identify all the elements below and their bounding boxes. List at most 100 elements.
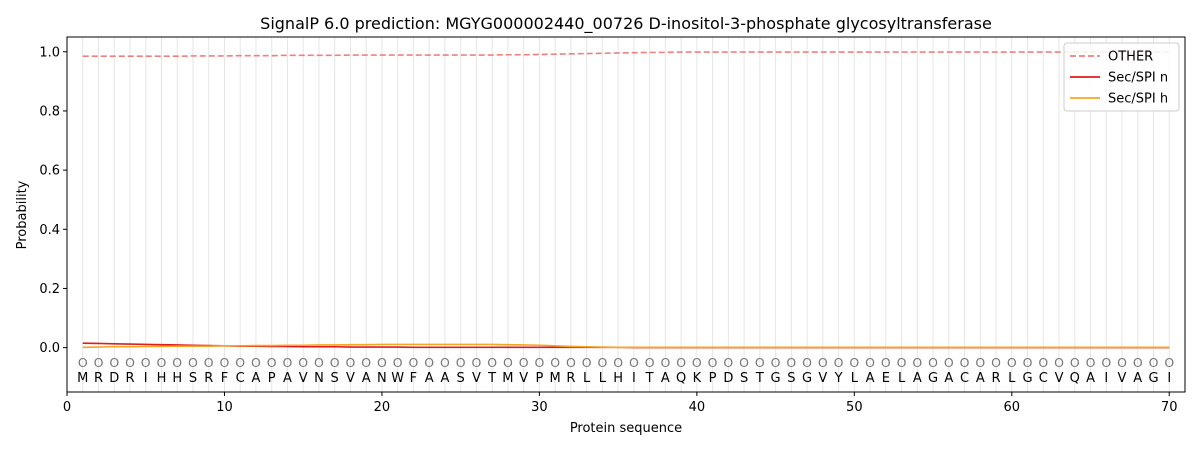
residue-label-44: T (755, 371, 764, 386)
residue-label-69: G (1148, 371, 1158, 386)
state-label-6: O (157, 355, 167, 370)
state-label-47: O (802, 355, 812, 370)
state-label-60: O (1007, 355, 1017, 370)
residue-label-16: N (314, 371, 324, 386)
state-label-8: O (188, 355, 198, 370)
x-axis-title: Protein sequence (570, 421, 682, 436)
state-label-38: O (660, 355, 670, 370)
state-label-11: O (235, 355, 245, 370)
residue-label-56: A (944, 371, 953, 386)
residue-label-46: S (787, 371, 795, 386)
residue-label-15: V (299, 371, 308, 386)
x-tick-label-20: 20 (374, 400, 391, 415)
state-label-51: O (865, 355, 875, 370)
residue-label-67: V (1118, 371, 1127, 386)
state-label-5: O (141, 355, 151, 370)
state-label-53: O (897, 355, 907, 370)
y-axis-title: Probability (15, 180, 30, 249)
residue-label-2: R (94, 371, 103, 386)
residue-label-38: A (661, 371, 670, 386)
state-label-12: O (251, 355, 261, 370)
state-label-9: O (204, 355, 214, 370)
state-label-25: O (456, 355, 466, 370)
state-label-46: O (786, 355, 796, 370)
state-label-42: O (723, 355, 733, 370)
state-label-28: O (503, 355, 513, 370)
residue-label-11: C (236, 371, 245, 386)
residue-label-36: I (632, 371, 636, 386)
residue-label-37: T (645, 371, 654, 386)
state-label-19: O (361, 355, 371, 370)
y-tick-label-1.0: 1.0 (39, 45, 60, 60)
legend-label-sec-spi-h: Sec/SPI h (1108, 92, 1168, 107)
x-tick-label-40: 40 (689, 400, 706, 415)
residue-label-51: A (866, 371, 875, 386)
state-label-57: O (960, 355, 970, 370)
residue-label-61: G (1022, 371, 1032, 386)
residue-grid (82, 37, 1170, 392)
state-label-40: O (692, 355, 702, 370)
state-label-52: O (881, 355, 891, 370)
residue-label-23: A (425, 371, 434, 386)
state-label-33: O (582, 355, 592, 370)
residue-label-57: C (960, 371, 969, 386)
x-tick-label-50: 50 (846, 400, 863, 415)
state-label-29: O (519, 355, 529, 370)
residue-label-12: A (252, 371, 261, 386)
chart-title: SignalP 6.0 prediction: MGYG000002440_00… (260, 14, 992, 34)
plot-lines (82, 51, 1170, 349)
residue-label-43: S (740, 371, 748, 386)
state-label-23: O (424, 355, 434, 370)
state-label-36: O (629, 355, 639, 370)
residue-label-32: R (566, 371, 575, 386)
state-label-22: O (409, 355, 419, 370)
residue-label-3: D (109, 371, 119, 386)
state-label-68: O (1133, 355, 1143, 370)
residue-label-18: V (346, 371, 355, 386)
residue-label-22: F (410, 371, 417, 386)
state-label-50: O (849, 355, 859, 370)
residue-label-55: G (928, 371, 938, 386)
residue-label-62: C (1039, 371, 1048, 386)
state-label-21: O (393, 355, 403, 370)
state-label-61: O (1023, 355, 1033, 370)
series-line-other (82, 51, 1170, 58)
state-label-58: O (975, 355, 985, 370)
state-label-24: O (440, 355, 450, 370)
residue-label-40: K (693, 371, 702, 386)
state-label-41: O (708, 355, 718, 370)
residue-label-39: Q (676, 371, 686, 386)
state-label-26: O (471, 355, 481, 370)
state-label-48: O (818, 355, 828, 370)
residue-label-41: P (709, 371, 717, 386)
residue-label-29: V (519, 371, 528, 386)
residue-label-34: L (599, 371, 607, 386)
state-label-2: O (94, 355, 104, 370)
state-label-65: O (1086, 355, 1096, 370)
series-line-sec-spi-h (82, 343, 1170, 349)
residue-label-53: L (898, 371, 906, 386)
residue-label-35: H (613, 371, 623, 386)
residue-label-13: P (268, 371, 276, 386)
residue-label-63: V (1055, 371, 1064, 386)
y-tick-label-0.0: 0.0 (39, 341, 60, 356)
residue-label-7: H (172, 371, 182, 386)
state-label-67: O (1117, 355, 1127, 370)
state-label-15: O (298, 355, 308, 370)
residue-label-6: H (157, 371, 167, 386)
y-tick-label-0.8: 0.8 (39, 104, 60, 119)
legend-label-other: OTHER (1108, 50, 1153, 65)
x-tick-label-70: 70 (1161, 400, 1178, 415)
y-tick-label-0.6: 0.6 (39, 164, 60, 179)
state-label-16: O (314, 355, 324, 370)
state-label-45: O (771, 355, 781, 370)
state-label-27: O (487, 355, 497, 370)
state-label-13: O (267, 355, 277, 370)
state-label-20: O (377, 355, 387, 370)
legend-frame (1063, 42, 1180, 112)
residue-label-10: F (221, 371, 228, 386)
legend: OTHER Sec/SPI n Sec/SPI h (1063, 42, 1180, 112)
residue-label-50: L (851, 371, 859, 386)
residue-label-8: S (189, 371, 197, 386)
